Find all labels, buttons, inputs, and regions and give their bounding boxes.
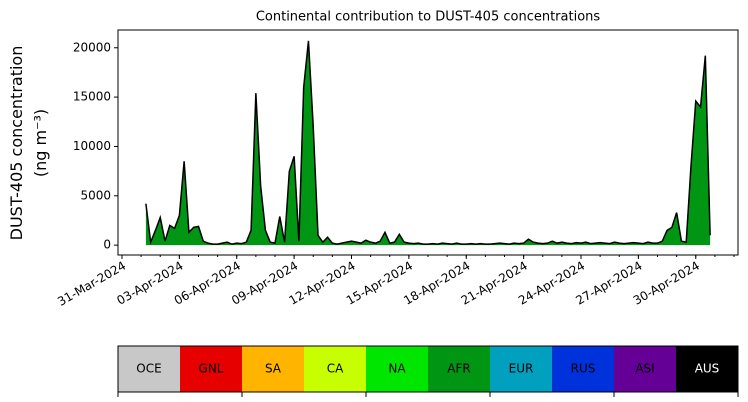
colorbar-cell <box>676 346 738 392</box>
y-tick-label: 10000 <box>73 139 111 153</box>
colorbar-cell <box>242 346 304 392</box>
colorbar-label: SA <box>265 362 282 376</box>
colorbar: OCE GNL SA CA NA AFR EUR RUS ASI AUS <box>117 345 739 397</box>
colorbar-label: OCE <box>136 362 161 376</box>
colorbar-cell <box>490 346 552 392</box>
plot-area: 0500010000150002000031-Mar-202403-Apr-20… <box>55 29 739 309</box>
colorbar-label: NA <box>388 362 406 376</box>
colorbar-cell <box>366 346 428 392</box>
colorbar-label: CA <box>327 362 344 376</box>
colorbar-cell <box>614 346 676 392</box>
colorbar-label: ASI <box>635 362 654 376</box>
colorbar-cell <box>552 346 614 392</box>
colorbar-label: AUS <box>695 362 720 376</box>
colorbar-label: RUS <box>571 362 596 376</box>
y-axis-label: (ng m⁻³) <box>31 109 50 177</box>
y-tick-label: 0 <box>103 238 111 252</box>
colorbar-label: EUR <box>509 362 534 376</box>
chart-title: Continental contribution to DUST-405 con… <box>256 10 601 25</box>
area <box>145 40 711 246</box>
colorbar-cell <box>118 346 180 392</box>
colorbar-cell <box>428 346 490 392</box>
colorbar-label: GNL <box>199 362 224 376</box>
colorbar-label: AFR <box>447 362 470 376</box>
y-tick-label: 15000 <box>73 90 111 104</box>
colorbar-cell <box>304 346 366 392</box>
colorbar-cell <box>180 346 242 392</box>
y-tick-label: 5000 <box>80 188 111 202</box>
colorbar-frame <box>117 345 739 393</box>
area-outline <box>145 40 711 246</box>
y-axis-label: DUST-405 concentration <box>7 46 26 241</box>
y-tick-label: 20000 <box>73 40 111 54</box>
plot-frame <box>117 29 739 256</box>
